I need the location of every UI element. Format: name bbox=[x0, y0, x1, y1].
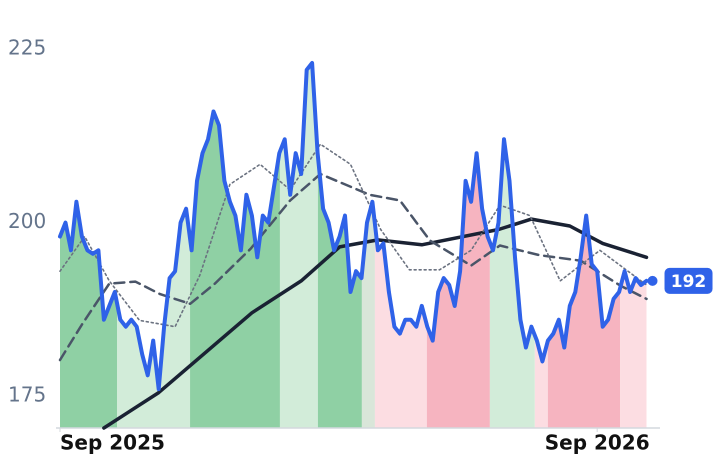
x-tick-label: Sep 2026 bbox=[545, 431, 650, 455]
y-tick-label: 225 bbox=[8, 36, 46, 60]
last-point bbox=[647, 275, 658, 286]
value-label: 192 bbox=[671, 272, 707, 292]
series-line bbox=[102, 217, 649, 430]
y-tick-label: 200 bbox=[8, 209, 46, 233]
x-tick-label: Sep 2025 bbox=[60, 431, 165, 455]
series-line bbox=[58, 61, 649, 392]
value-badge bbox=[664, 267, 713, 294]
series-line bbox=[58, 172, 648, 362]
band bbox=[374, 62, 427, 428]
band bbox=[426, 62, 490, 428]
band bbox=[534, 62, 548, 428]
series-line bbox=[59, 143, 648, 328]
band bbox=[190, 62, 280, 428]
band bbox=[620, 62, 647, 428]
y-tick-label: 175 bbox=[8, 383, 46, 407]
